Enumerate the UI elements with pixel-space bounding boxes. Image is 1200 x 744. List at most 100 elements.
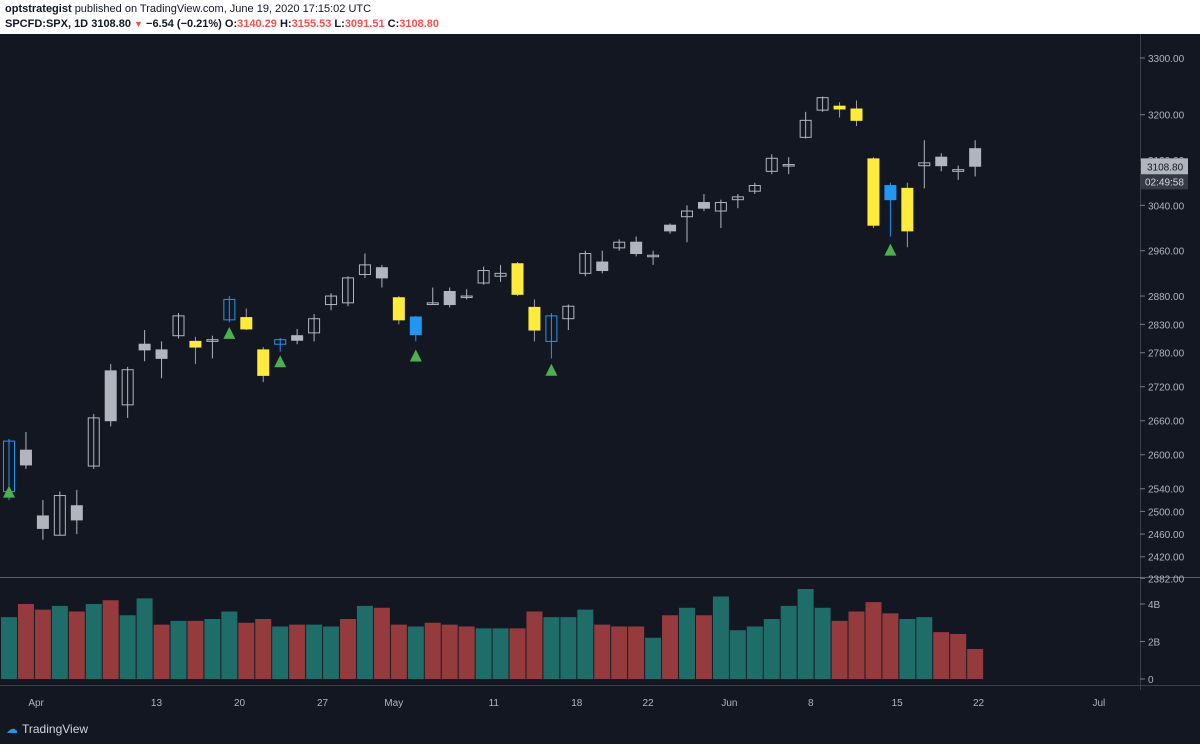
volume-bar bbox=[119, 615, 136, 679]
candle-body bbox=[630, 241, 643, 255]
candle-body bbox=[375, 267, 388, 279]
time-axis-label: May bbox=[384, 698, 403, 709]
candle-body bbox=[545, 315, 558, 342]
volume-bar bbox=[255, 619, 272, 679]
candle-body bbox=[511, 263, 524, 295]
price-tick-label: 2600.00 bbox=[1148, 451, 1185, 462]
volume-bar bbox=[17, 604, 34, 679]
price-tick-label: 2420.00 bbox=[1148, 553, 1185, 564]
volume-bar bbox=[390, 624, 407, 679]
volume-bar bbox=[814, 607, 831, 679]
volume-bar bbox=[695, 615, 712, 679]
buy-signal-triangle bbox=[545, 363, 558, 376]
candle-body bbox=[596, 261, 609, 272]
publish-info: published on TradingView.com, June 19, 2… bbox=[74, 3, 372, 15]
volume-bar bbox=[153, 624, 170, 679]
candle-body bbox=[104, 370, 117, 422]
volume-bar bbox=[746, 626, 763, 679]
volume-tick-label: 0 bbox=[1148, 675, 1154, 686]
candlestick-chart[interactable]: 3300.003200.003120.003040.002960.002880.… bbox=[0, 34, 1200, 716]
volume-bar bbox=[763, 619, 780, 679]
candle-body bbox=[53, 495, 66, 536]
volume-bar bbox=[51, 605, 68, 679]
candle-body bbox=[240, 317, 253, 330]
price-tick-label: 2780.00 bbox=[1148, 349, 1185, 360]
volume-bar bbox=[492, 628, 509, 679]
candle-body bbox=[172, 315, 185, 337]
candle-body bbox=[969, 148, 982, 167]
volume-bar bbox=[407, 626, 424, 679]
price-tick-label: 2960.00 bbox=[1148, 247, 1185, 258]
candle-body bbox=[528, 306, 541, 331]
volume-bar bbox=[289, 624, 306, 679]
candle-body bbox=[460, 295, 473, 299]
volume-bar bbox=[68, 611, 85, 679]
volume-bar bbox=[441, 624, 458, 679]
candle-body bbox=[70, 505, 83, 521]
chart-header: optstrategist published on TradingView.c… bbox=[0, 0, 1200, 34]
candle-body bbox=[647, 254, 660, 258]
time-axis-label: 11 bbox=[489, 698, 500, 709]
time-axis-label: 13 bbox=[151, 698, 163, 709]
candle-body bbox=[765, 157, 778, 172]
volume-bar bbox=[780, 605, 797, 679]
footer: ☁ TradingView bbox=[0, 716, 1200, 744]
time-axis-label: 8 bbox=[808, 698, 814, 709]
candle-body bbox=[274, 339, 287, 345]
volume-bar bbox=[560, 617, 577, 679]
last-price-tag bbox=[1141, 158, 1188, 175]
time-axis-label: Jul bbox=[1092, 698, 1105, 709]
volume-bar bbox=[509, 628, 526, 679]
candle-body bbox=[443, 291, 456, 306]
volume-bar bbox=[899, 619, 916, 679]
candle-body bbox=[901, 187, 914, 232]
volume-bar bbox=[916, 617, 933, 679]
volume-bar bbox=[136, 598, 153, 679]
candle-body bbox=[87, 417, 100, 467]
candle-body bbox=[850, 108, 863, 121]
candle-body bbox=[731, 196, 744, 201]
author-name[interactable]: optstrategist bbox=[5, 3, 72, 15]
volume-bar bbox=[577, 609, 594, 679]
price-tick-label: 3040.00 bbox=[1148, 201, 1185, 212]
volume-bar bbox=[797, 589, 814, 679]
volume-bar bbox=[950, 634, 967, 679]
volume-bar bbox=[34, 609, 51, 679]
countdown-tag bbox=[1141, 174, 1188, 190]
volume-bar bbox=[204, 619, 221, 679]
tradingview-logo[interactable]: ☁ TradingView bbox=[6, 722, 88, 736]
price-tick-label: 2830.00 bbox=[1148, 320, 1185, 331]
candle-body bbox=[155, 349, 168, 359]
volume-bar bbox=[831, 620, 848, 679]
buy-signal-triangle bbox=[884, 243, 897, 256]
time-axis-label: 22 bbox=[642, 698, 654, 709]
last-price: 3108.80 bbox=[91, 18, 131, 30]
volume-bar bbox=[458, 626, 475, 679]
volume-bar bbox=[594, 624, 611, 679]
candle-body bbox=[494, 272, 507, 277]
volume-bar bbox=[729, 630, 746, 679]
price-tick-label: 2880.00 bbox=[1148, 292, 1185, 303]
volume-bar bbox=[187, 620, 204, 679]
candle-body bbox=[358, 264, 371, 276]
candle-body bbox=[562, 305, 575, 320]
volume-bar bbox=[645, 637, 662, 679]
candle-body bbox=[409, 316, 422, 336]
candle-body bbox=[613, 241, 626, 249]
open-label: O: bbox=[224, 18, 238, 30]
time-axis-label: 27 bbox=[317, 698, 329, 709]
volume-bar bbox=[526, 611, 543, 679]
publish-line: optstrategist published on TradingView.c… bbox=[5, 3, 371, 15]
volume-bar bbox=[323, 626, 340, 679]
price-tick-label: 2500.00 bbox=[1148, 507, 1185, 518]
price-tick-label: 2382.00 bbox=[1148, 574, 1185, 585]
buy-signal-triangle bbox=[223, 326, 236, 339]
volume-tick-label: 2B bbox=[1148, 638, 1161, 649]
candle-body bbox=[257, 349, 270, 376]
volume-bar bbox=[85, 604, 102, 679]
price-tick-label: 2540.00 bbox=[1148, 485, 1185, 496]
candle-body bbox=[19, 449, 32, 466]
low-value: 3091.51 bbox=[344, 18, 385, 30]
volume-bar bbox=[221, 611, 238, 679]
time-axis-label: Apr bbox=[28, 698, 44, 709]
